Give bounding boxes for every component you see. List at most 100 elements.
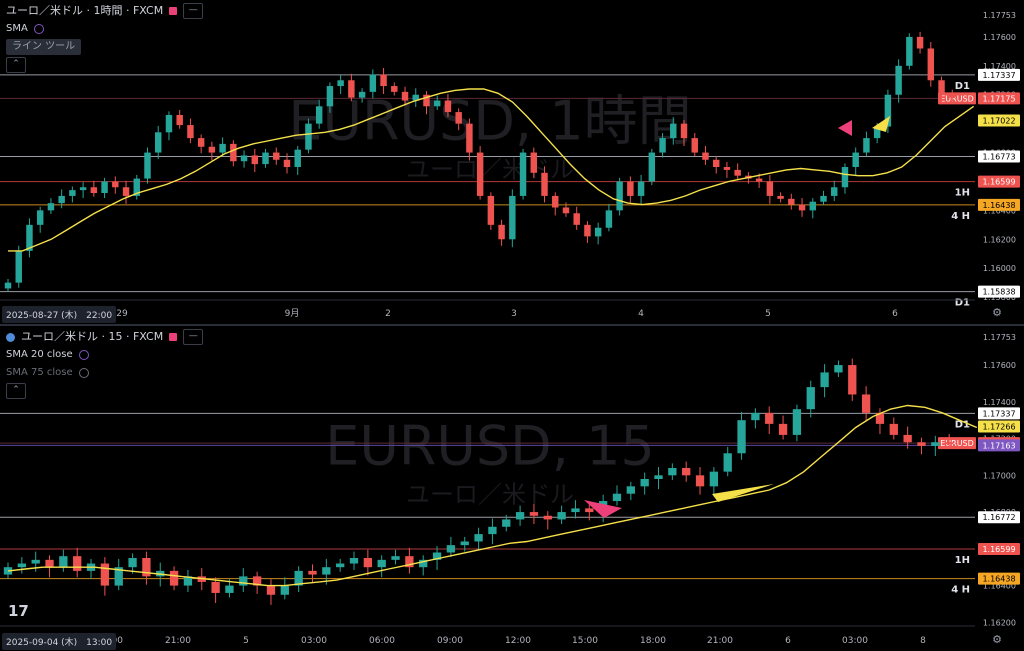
indicator-sma-75[interactable]: SMA 75 close bbox=[6, 367, 73, 378]
indicator-sma[interactable]: SMA bbox=[6, 23, 28, 34]
more-icon[interactable]: — bbox=[183, 329, 204, 345]
candle bbox=[637, 181, 645, 196]
flag-icon[interactable] bbox=[169, 333, 178, 341]
candle bbox=[273, 152, 280, 160]
candle bbox=[142, 558, 151, 577]
candle bbox=[391, 556, 400, 560]
watermark-subtitle: ユーロ／米ドル bbox=[406, 155, 574, 183]
y-tick-label: 1.17600 bbox=[983, 361, 1016, 370]
level-price-badge bbox=[978, 511, 1020, 524]
level-price-badge bbox=[978, 198, 1020, 211]
x-tick-label: 9月 bbox=[285, 308, 300, 319]
symbol-logo-icon bbox=[6, 332, 15, 342]
hidden-eye-icon[interactable] bbox=[78, 368, 89, 378]
chart-1h-svg[interactable]: EURUSD, 1時間ユーロ／米ドル1.177531.176001.174001… bbox=[0, 0, 1024, 324]
y-tick-label: 1.17753 bbox=[983, 333, 1016, 342]
candle bbox=[552, 195, 559, 208]
timeframe-tag: D1 bbox=[955, 298, 970, 309]
x-tick-label: 03:00 bbox=[842, 636, 868, 646]
y-tick-label: 1.17400 bbox=[983, 398, 1016, 407]
candle bbox=[239, 576, 248, 586]
candle bbox=[155, 132, 162, 153]
level-price-label: 1.17163 bbox=[982, 441, 1015, 450]
candle bbox=[682, 467, 691, 476]
candle bbox=[240, 155, 248, 162]
candle bbox=[543, 515, 552, 520]
arrow-marker-pink bbox=[838, 120, 852, 136]
x-tick-label: 03:00 bbox=[301, 636, 327, 646]
chart-pane-15m[interactable]: EURUSD, 15 ユーロ／米ドル 1.17753 1.17600 1.17400 1.… bbox=[0, 326, 1024, 651]
indicator-sma-20[interactable]: SMA 20 close bbox=[6, 349, 73, 360]
candle bbox=[322, 567, 331, 575]
candle bbox=[640, 479, 649, 487]
candle bbox=[419, 559, 428, 568]
price-axis bbox=[975, 326, 1024, 651]
candle bbox=[187, 125, 194, 139]
x-tick-label: 5 bbox=[243, 636, 249, 646]
candle bbox=[15, 250, 22, 283]
chart-pane-1h[interactable]: EURUSD, 1時間 ユーロ／米ドル 1.17753 1.17600 1.17400 1… bbox=[0, 0, 1024, 324]
x-tick-label: 15:00 bbox=[572, 636, 598, 646]
candle bbox=[820, 195, 827, 202]
timeframe-tag: 4 H bbox=[951, 211, 970, 222]
candle bbox=[723, 453, 732, 472]
candle bbox=[128, 558, 137, 568]
indicator-settings-icon[interactable] bbox=[78, 350, 89, 360]
candle bbox=[474, 534, 483, 542]
candle bbox=[820, 372, 829, 388]
x-tick-label: 4 bbox=[638, 309, 644, 319]
candle bbox=[702, 152, 709, 160]
legend-15m: ユーロ／米ドル · 15 · FXCM — SMA 20 close SMA 7… bbox=[6, 328, 204, 400]
x-tick-label: 5 bbox=[765, 309, 771, 319]
timeframe-tag: 1H bbox=[955, 188, 970, 199]
timeframe-tag: D1 bbox=[955, 419, 970, 430]
candle bbox=[668, 467, 677, 476]
candle bbox=[432, 552, 442, 560]
candle bbox=[294, 149, 301, 168]
candle bbox=[875, 412, 885, 424]
candle bbox=[283, 159, 291, 168]
symbol-title-1h[interactable]: ユーロ／米ドル · 1時間 · FXCM bbox=[6, 4, 164, 17]
level-price-badge bbox=[978, 285, 1020, 298]
level-price-badge bbox=[978, 175, 1020, 188]
more-icon[interactable]: — bbox=[183, 3, 204, 19]
collapse-legend-icon[interactable]: ⌃ bbox=[6, 57, 26, 73]
candle bbox=[348, 80, 355, 98]
collapse-legend-icon[interactable]: ⌃ bbox=[6, 383, 26, 399]
candle bbox=[219, 143, 226, 153]
candle bbox=[903, 434, 912, 443]
candle bbox=[487, 195, 495, 225]
candle bbox=[502, 519, 511, 527]
candle bbox=[654, 475, 663, 479]
y-tick-label: 1.17753 bbox=[983, 11, 1016, 20]
level-price-badge bbox=[978, 407, 1020, 420]
level-price-label: 1.16599 bbox=[982, 545, 1015, 554]
candle bbox=[498, 224, 505, 240]
flag-icon[interactable] bbox=[169, 7, 178, 15]
chart-15m-svg[interactable]: EURUSD, 15ユーロ／米ドル1.177531.176001.174001.… bbox=[0, 326, 1024, 651]
settings-icon[interactable]: ⚙ bbox=[992, 306, 1002, 319]
candle bbox=[691, 138, 698, 153]
candle bbox=[100, 563, 110, 586]
candle bbox=[945, 442, 954, 445]
y-tick-label: 1.16000 bbox=[983, 264, 1016, 273]
candle bbox=[476, 152, 484, 196]
settings-icon[interactable]: ⚙ bbox=[992, 633, 1002, 646]
indicator-settings-icon[interactable] bbox=[33, 24, 44, 34]
x-tick-label: 29 bbox=[116, 309, 128, 319]
watermark-title: EURUSD, 1時間 bbox=[288, 89, 691, 152]
level-price-badge bbox=[978, 420, 1020, 433]
candle bbox=[616, 181, 623, 211]
candle bbox=[695, 475, 705, 487]
pane-divider[interactable] bbox=[0, 324, 1024, 326]
legend-1h: ユーロ／米ドル · 1時間 · FXCM — SMA ライン ツール ⌃ bbox=[6, 2, 204, 74]
candle bbox=[326, 86, 334, 107]
symbol-title-15m[interactable]: ユーロ／米ドル · 15 · FXCM bbox=[21, 330, 164, 343]
candle bbox=[337, 80, 344, 87]
candle bbox=[252, 576, 262, 586]
candle bbox=[423, 94, 430, 107]
line-tool-label[interactable]: ライン ツール bbox=[6, 39, 82, 55]
candle bbox=[315, 106, 323, 124]
x-tick-label: 2 bbox=[385, 309, 391, 319]
candle bbox=[916, 36, 924, 49]
